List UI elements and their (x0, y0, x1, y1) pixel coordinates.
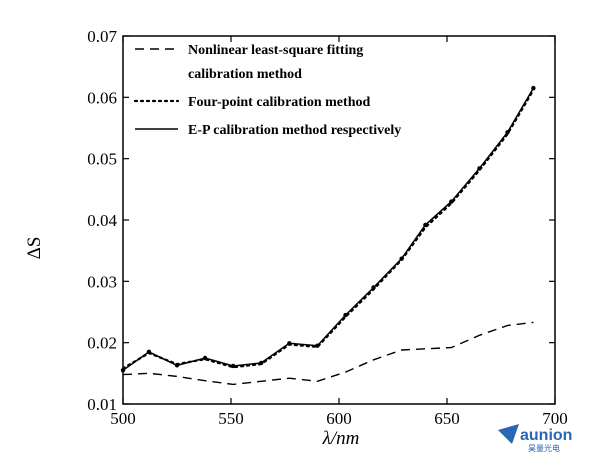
y-tick-label: 0.07 (87, 27, 117, 46)
y-tick-label: 0.03 (87, 272, 117, 291)
x-tick-label: 650 (434, 409, 460, 428)
watermark-logo: aunion 昊量光电 (498, 424, 572, 453)
legend: Nonlinear least-square fitting calibratio… (133, 43, 401, 138)
data-point-ep (371, 285, 376, 290)
x-tick-label: 700 (542, 409, 568, 428)
data-point-ep (531, 85, 536, 91)
data-point-ep (399, 256, 404, 261)
x-axis-label: λ/nm (322, 428, 360, 449)
x-tick-label: 500 (110, 409, 136, 428)
plot-area (120, 85, 536, 386)
y-tick-label: 0.04 (87, 211, 117, 230)
legend-label-ep: E-P calibration method respectively (188, 123, 401, 138)
series-line-ep (122, 87, 535, 371)
series-line-nonlinear (122, 321, 534, 386)
legend-label-fourpoint: Four-point calibration method (188, 95, 370, 110)
y-tick-label: 0.02 (87, 334, 117, 353)
data-point-ep (315, 343, 320, 348)
y-axis-label: ΔS (24, 237, 45, 260)
data-point-ep (343, 312, 348, 318)
y-tick-label: 0.01 (87, 395, 117, 414)
data-point-ep (146, 349, 152, 355)
x-tick-label: 600 (326, 409, 352, 428)
y-tick-label: 0.06 (87, 88, 117, 107)
legend-label-nonlinear: calibration method (188, 67, 302, 82)
logo-subtext: 昊量光电 (528, 443, 560, 453)
data-point-ep (449, 199, 454, 204)
data-point-ep (230, 363, 236, 369)
logo-text: aunion (520, 427, 572, 444)
x-tick-label: 550 (218, 409, 244, 428)
axes: 500 550 600 650 700 0.01 0.02 0.03 0.04 0.05 0.06 0… (87, 27, 568, 428)
data-point-ep (423, 222, 428, 228)
legend-label-nonlinear: Nonlinear least-square fitting (188, 43, 363, 58)
data-point-ep (259, 360, 264, 366)
data-point-ep (477, 166, 482, 171)
data-point-ep (202, 355, 208, 361)
data-point-ep (287, 341, 292, 346)
data-point-ep (505, 130, 510, 135)
logo-mark-icon (498, 424, 519, 444)
y-tick-label: 0.05 (87, 150, 117, 169)
data-point-ep (174, 363, 180, 368)
plot-frame (122, 35, 556, 405)
